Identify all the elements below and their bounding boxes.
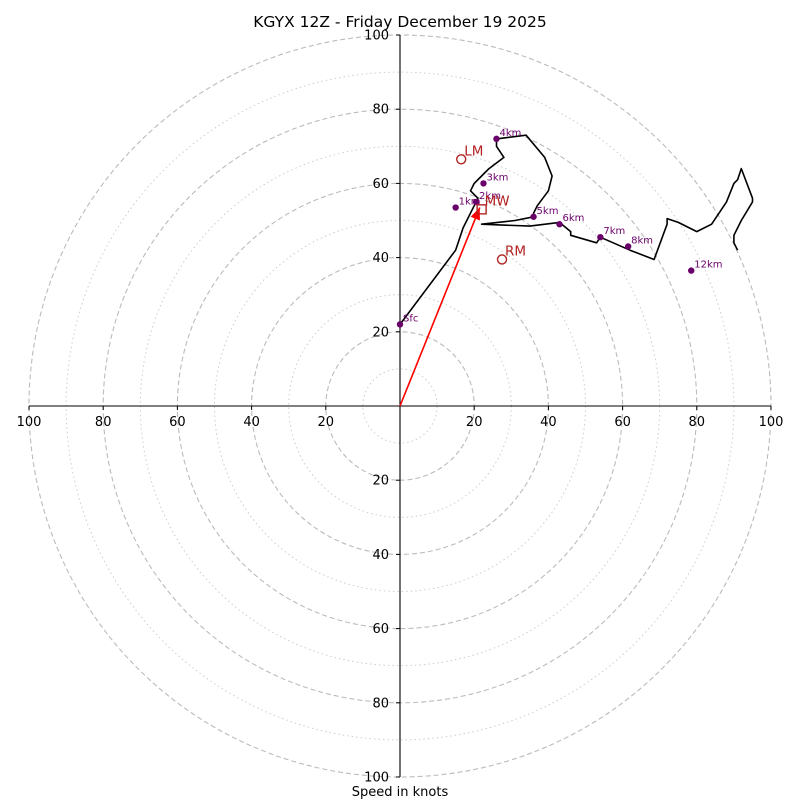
x-tick-label: 100 [17,415,42,430]
x-tick-label: 20 [466,415,483,430]
storm-vector-line [399,207,481,407]
lm-label: LM [464,143,483,159]
y-tick-label: 40 [372,548,389,563]
y-tick-label: 20 [372,474,389,489]
storm-motion-markers: LM RM MW [456,143,526,265]
height-label: 5km [537,206,559,217]
y-tick-label: 80 [372,696,389,711]
x-tick-label: 80 [689,415,706,430]
x-tick-label: 20 [318,415,335,430]
mw-label: MW [485,193,510,209]
tick-labels: 100 80 60 40 20 20 40 60 80 100 100 80 60 40 20 20 40 60 8… [17,29,784,786]
y-tick-label: 20 [372,325,389,340]
height-label: 4km [499,128,521,139]
x-tick-label: 80 [95,415,112,430]
lm-marker [456,154,467,165]
wind-trace [399,134,754,325]
height-marker [597,233,604,241]
y-tick-label: 100 [364,771,389,786]
hodograph-trace [399,134,754,325]
y-tick-label: 60 [372,177,389,192]
x-tick-label: 40 [243,415,260,430]
rm-marker [496,254,508,265]
height-label: 12km [694,260,722,271]
height-label: 3km [486,172,508,183]
height-marker [452,204,459,211]
height-label: 8km [631,235,653,246]
height-label: 2km [479,191,501,202]
x-tick-label: 40 [540,415,557,430]
height-marker [556,221,563,228]
y-tick-label: 100 [364,29,389,44]
height-marker [396,321,404,328]
y-tick-label: 60 [372,622,389,637]
x-axis-label: Speed in knots [352,785,449,800]
x-tick-label: 60 [169,415,186,430]
height-marker [480,180,487,187]
y-tick-label: 40 [372,251,389,266]
height-marker [530,213,537,220]
x-tick-label: 60 [614,415,631,430]
height-label: Sfc [403,313,418,324]
height-label: 7km [603,226,625,237]
height-label: 6km [563,213,585,224]
height-marker [688,267,695,274]
height-marker [624,243,632,250]
height-marker [493,135,500,143]
height-marker [472,198,480,206]
rm-label: RM [505,243,526,259]
x-tick-label: 100 [759,415,784,430]
y-tick-label: 80 [372,103,389,118]
mw-marker [476,204,487,215]
chart-title: KGYX 12Z - Friday December 19 2025 [253,13,547,31]
height-label: 1km [459,197,481,208]
